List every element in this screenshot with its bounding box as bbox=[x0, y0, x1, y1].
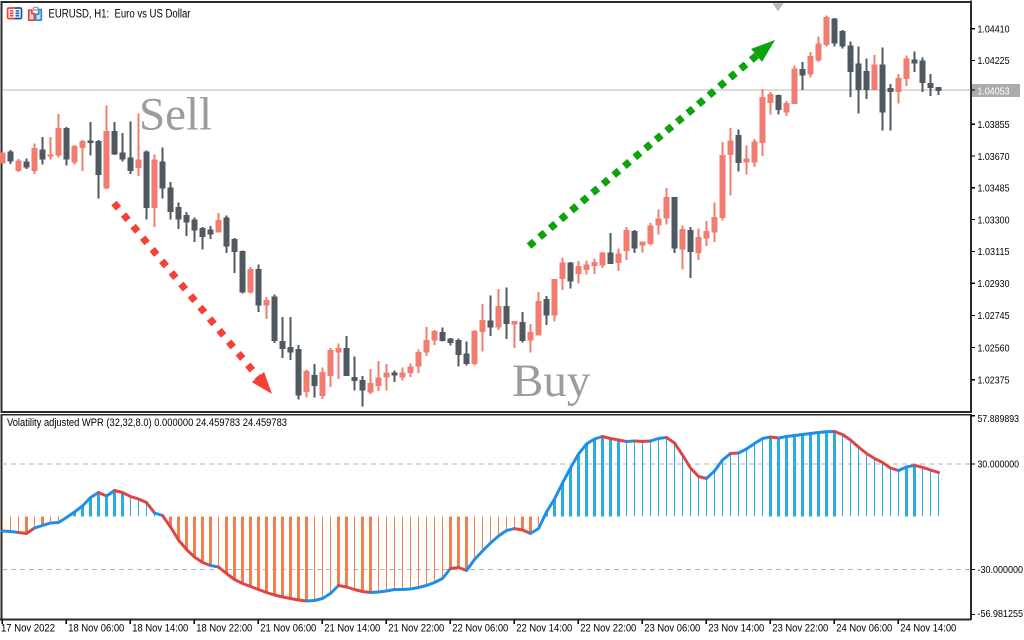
svg-text:Buy: Buy bbox=[512, 355, 591, 407]
svg-text:23 Nov 14:00: 23 Nov 14:00 bbox=[708, 623, 764, 635]
svg-text:21 Nov 06:00: 21 Nov 06:00 bbox=[260, 623, 316, 635]
svg-text:23 Nov 06:00: 23 Nov 06:00 bbox=[644, 623, 700, 635]
svg-text:1.04053: 1.04053 bbox=[978, 85, 1010, 97]
svg-text:22 Nov 14:00: 22 Nov 14:00 bbox=[516, 623, 572, 635]
svg-text:22 Nov 22:00: 22 Nov 22:00 bbox=[580, 623, 636, 635]
svg-text:-56.981255: -56.981255 bbox=[978, 608, 1024, 620]
svg-text:21 Nov 22:00: 21 Nov 22:00 bbox=[388, 623, 444, 635]
svg-text:1.03115: 1.03115 bbox=[978, 246, 1010, 258]
svg-text:1.03485: 1.03485 bbox=[978, 183, 1010, 195]
svg-text:1.02560: 1.02560 bbox=[978, 342, 1010, 354]
svg-text:18 Nov 06:00: 18 Nov 06:00 bbox=[68, 623, 124, 635]
svg-text:1.03670: 1.03670 bbox=[978, 151, 1010, 163]
svg-text:-30.000000: -30.000000 bbox=[978, 564, 1024, 576]
svg-text:1.04225: 1.04225 bbox=[978, 55, 1010, 67]
svg-text:18 Nov 22:00: 18 Nov 22:00 bbox=[196, 623, 252, 635]
svg-text:1.03300: 1.03300 bbox=[978, 214, 1010, 226]
svg-text:18 Nov 14:00: 18 Nov 14:00 bbox=[132, 623, 188, 635]
svg-text:1.04410: 1.04410 bbox=[978, 24, 1010, 36]
svg-text:Volatility adjusted WPR (32,32: Volatility adjusted WPR (32,32,8.0) 0.00… bbox=[7, 417, 287, 429]
svg-text:21 Nov 14:00: 21 Nov 14:00 bbox=[324, 623, 380, 635]
svg-text:Sell: Sell bbox=[139, 89, 212, 141]
svg-text:1.02375: 1.02375 bbox=[978, 375, 1010, 387]
svg-text:57.889893: 57.889893 bbox=[978, 413, 1020, 425]
svg-text:17 Nov 2022: 17 Nov 2022 bbox=[1, 623, 55, 635]
svg-text:24 Nov 14:00: 24 Nov 14:00 bbox=[900, 623, 956, 635]
svg-text:22 Nov 06:00: 22 Nov 06:00 bbox=[452, 623, 508, 635]
svg-text:24 Nov 06:00: 24 Nov 06:00 bbox=[836, 623, 892, 635]
svg-text:EURUSD, H1: Euro vs US Dollar: EURUSD, H1: Euro vs US Dollar bbox=[49, 6, 191, 20]
svg-text:1.03855: 1.03855 bbox=[978, 119, 1010, 131]
svg-text:1.02930: 1.02930 bbox=[978, 278, 1010, 290]
svg-text:23 Nov 22:00: 23 Nov 22:00 bbox=[772, 623, 828, 635]
svg-text:30.000000: 30.000000 bbox=[978, 459, 1020, 471]
svg-text:1.02745: 1.02745 bbox=[978, 310, 1010, 322]
